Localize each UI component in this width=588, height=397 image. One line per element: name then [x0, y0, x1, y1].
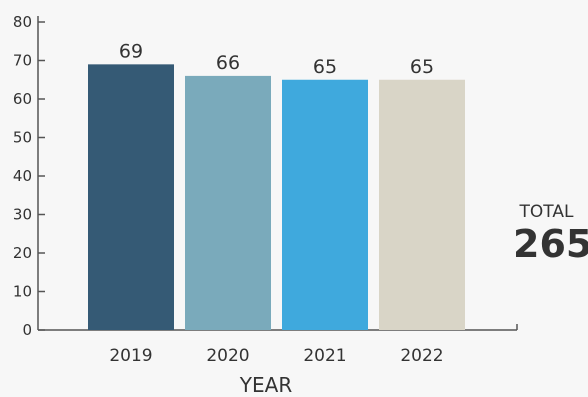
data-label-2021: 65 [313, 56, 337, 78]
x-axis: 2019 2020 2021 2022 [38, 324, 518, 366]
y-tick-label: 0 [22, 321, 32, 339]
data-label-2020: 66 [216, 52, 240, 74]
x-tick-label-2019: 2019 [109, 346, 152, 366]
x-tick-label-2022: 2022 [400, 346, 443, 366]
data-labels: 69 66 65 65 [119, 40, 434, 77]
bars [88, 64, 465, 331]
bar-2022 [379, 79, 465, 330]
y-axis: 0 10 20 30 40 50 60 70 80 [13, 13, 45, 339]
y-tick-label: 20 [13, 244, 32, 262]
y-tick-label: 70 [13, 52, 32, 70]
x-tick-label-2020: 2020 [206, 346, 249, 366]
data-label-2019: 69 [119, 40, 143, 62]
y-tick-label: 10 [13, 283, 32, 301]
total-value: 265 [513, 222, 588, 266]
x-axis-title: YEAR [239, 373, 293, 397]
bar-2019 [88, 64, 174, 330]
y-tick-label: 60 [13, 90, 32, 108]
y-tick-label: 50 [13, 129, 32, 147]
y-tick-label: 80 [13, 13, 32, 31]
bar-2020 [185, 75, 271, 331]
y-tick-label: 30 [13, 206, 32, 224]
total-label: TOTAL [519, 202, 574, 222]
x-tick-label-2021: 2021 [303, 346, 346, 366]
bar-2021 [282, 79, 368, 330]
data-label-2022: 65 [410, 56, 434, 78]
total-summary: TOTAL 265 [505, 202, 588, 266]
y-tick-label: 40 [13, 167, 32, 185]
